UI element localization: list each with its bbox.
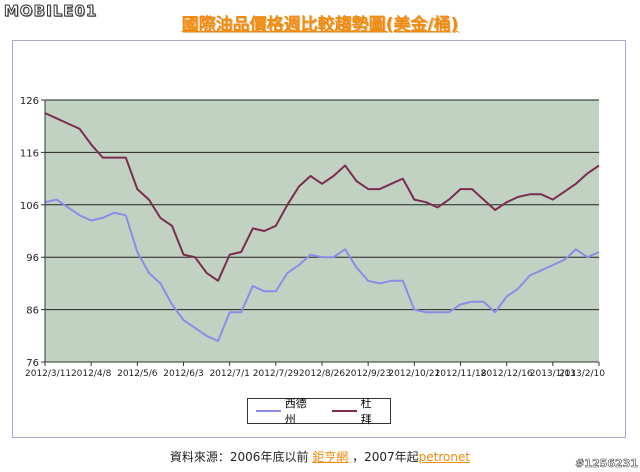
x-tick-label: 2012/9/23 <box>345 369 391 379</box>
x-tick-label: 2013/2/10 <box>559 369 605 379</box>
chart-panel: 76 86 96 106 116 126 2012/3/11 2012/4/8 2012/5/… <box>12 40 626 438</box>
legend-swatch-west-texas <box>256 410 281 412</box>
x-tick-label: 2012/11/18 <box>435 369 487 379</box>
legend-item-dubai: 杜拜 <box>331 395 380 427</box>
x-tick-label: 2012/5/6 <box>117 369 158 379</box>
x-tick-label: 2012/6/3 <box>163 369 203 379</box>
y-tick-label: 126 <box>20 96 39 107</box>
series-line-dubai <box>44 112 600 282</box>
mobile01-logo: MOBILE01 <box>3 2 98 21</box>
legend-item-west-texas: 西德州 <box>256 395 314 427</box>
chart-title: 國際油品價格週比較趨勢圖(美金/桶) <box>181 15 459 35</box>
y-tick-label: 96 <box>26 253 39 264</box>
x-tick-label: 2012/10/21 <box>388 369 440 379</box>
x-tick-label: 2012/12/16 <box>481 369 533 379</box>
source-link-cnyes[interactable]: 鉅亨網 <box>312 450 349 464</box>
watermark: #1256231 <box>575 457 638 471</box>
source-footer: 資料來源：2006年底以前 鉅亨網 ，2007年起petronet <box>0 448 640 465</box>
source-prefix: 資料來源：2006年底以前 <box>169 450 309 464</box>
x-tick-label: 2012/8/26 <box>299 369 345 379</box>
chart-legend: 西德州 杜拜 <box>247 395 391 427</box>
x-tick-label: 2012/7/1 <box>209 369 249 379</box>
y-tick-label: 116 <box>20 148 39 159</box>
y-tick-label: 76 <box>26 358 39 369</box>
x-tick-label: 2012/7/29 <box>253 369 299 379</box>
source-mid: ，2007年起 <box>352 450 419 464</box>
y-tick-label: 86 <box>26 306 39 317</box>
legend-label-west-texas: 西德州 <box>284 397 307 426</box>
series-line-west-texas <box>44 198 600 342</box>
x-tick-label: 2012/3/11 <box>25 369 71 379</box>
source-link-petronet[interactable]: petronet <box>418 450 471 464</box>
y-tick-label: 106 <box>20 201 39 212</box>
x-tick-label: 2013/1/13 <box>530 369 576 379</box>
x-tick-label: 2012/4/8 <box>71 369 112 379</box>
plot-area <box>45 100 599 362</box>
legend-swatch-dubai <box>331 410 357 412</box>
line-chart: 76 86 96 106 116 126 2012/3/11 2012/4/8 2012/5/… <box>20 96 605 379</box>
legend-label-dubai: 杜拜 <box>360 397 372 426</box>
